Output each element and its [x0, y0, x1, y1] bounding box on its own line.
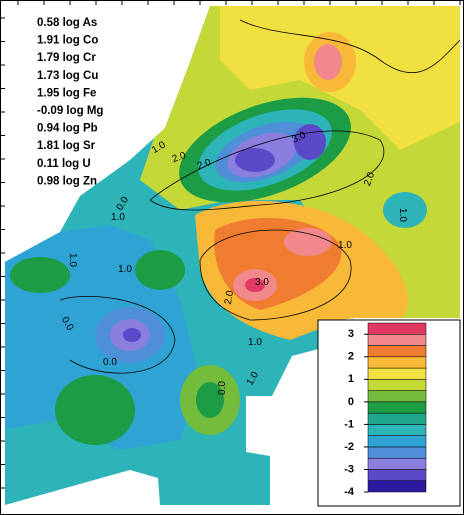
- formula-line: 1.73 log Cu: [37, 70, 98, 82]
- colorbar-tick-label: -1: [344, 418, 354, 430]
- colorbar-band: [367, 334, 427, 346]
- contour-label: 2.0: [196, 157, 213, 172]
- contour-label: 1.0: [118, 264, 132, 275]
- colorbar-tick-label: 3: [348, 328, 354, 340]
- formula-line: 0.11 log U: [37, 158, 91, 170]
- colorbar-tick-label: -3: [344, 463, 354, 475]
- colorbar-band: [367, 457, 427, 470]
- colorbar-tick-label: -4: [344, 486, 355, 498]
- colorbar-tick-label: 2: [348, 351, 354, 363]
- colorbar-band: [367, 367, 427, 380]
- colorbar-band: [367, 412, 427, 425]
- contour-labels: 3.0 2.0 1.0 2.0 1.0 0.0 1.0 1.0 3.0 2.0 2.0 1.0 1.0 0…: [59, 130, 408, 395]
- contour-label: 0.0: [103, 357, 117, 368]
- contour-label: 1.0: [338, 240, 352, 251]
- formula-line: 0.58 log As: [37, 17, 97, 29]
- contour-label: 0.0: [217, 381, 228, 395]
- formula-line: 1.91 log Co: [37, 35, 98, 47]
- colorbar-band: [367, 379, 427, 391]
- contour-label: 2.0: [362, 170, 377, 187]
- colorbar-band: [367, 390, 427, 403]
- contour-label: 1.0: [111, 212, 125, 223]
- colorbar-band: [367, 322, 427, 335]
- contour-label: 3.0: [290, 130, 308, 146]
- contour-label: 1.0: [397, 208, 408, 222]
- formula-line: -0.09 log Mg: [37, 105, 103, 117]
- colorbar-band: [367, 435, 427, 448]
- formula-line: 1.95 log Fe: [37, 87, 96, 99]
- colorbar-band: [367, 424, 427, 436]
- formula-line: 0.98 log Zn: [37, 175, 97, 187]
- formula-line: 1.81 log Sr: [37, 140, 96, 152]
- colorbar-band: [367, 356, 427, 369]
- contour-label: 1.0: [248, 337, 262, 348]
- colorbar: 3 2 1 0 -1 -2 -3 -4: [344, 322, 427, 498]
- contour-label: 2.0: [223, 289, 236, 305]
- contour-label: 2.0: [171, 150, 188, 165]
- colorbar-band: [367, 401, 427, 414]
- formula-line: 1.79 log Cr: [37, 52, 96, 64]
- colorbar-tick-label: 1: [348, 373, 354, 385]
- colorbar-tick-label: 0: [348, 396, 354, 408]
- colorbar-tick-label: -2: [344, 441, 354, 453]
- colorbar-band: [367, 446, 427, 459]
- colorbar-band: [367, 469, 427, 481]
- contour-label: 3.0: [255, 277, 269, 288]
- formula-list: 0.58 log As 1.91 log Co 1.79 log Cr 1.73 lo…: [37, 17, 103, 187]
- colorbar-band: [367, 480, 427, 493]
- colorbar-band: [367, 345, 427, 358]
- contour-label: 1.0: [67, 253, 78, 267]
- formula-line: 0.94 log Pb: [37, 123, 98, 135]
